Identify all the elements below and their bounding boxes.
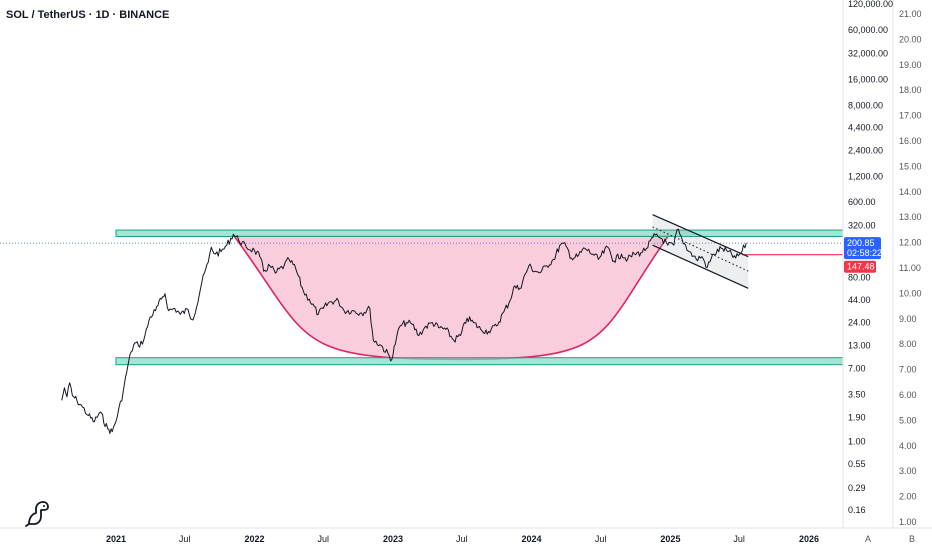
right-scale-axis[interactable]: 21.00 20.00 19.00 18.00 17.00 16.00 15.00 14.00…: [899, 9, 922, 527]
time-tick-label: 2021: [106, 534, 126, 544]
price-tick-label: 0.55: [848, 459, 866, 469]
time-tick-label: Jul: [179, 534, 191, 544]
time-tick-label: 2022: [245, 534, 265, 544]
right-scale-tick-label: 14.00: [899, 187, 922, 197]
price-tick-label: 32,000.00: [848, 48, 888, 58]
time-tick-label: Jul: [733, 534, 745, 544]
price-tick-label: 4,400.00: [848, 123, 883, 133]
time-tick-label: Jul: [317, 534, 329, 544]
right-scale-tick-label: 16.00: [899, 136, 922, 146]
cup-fill: [233, 234, 669, 360]
price-tick-label: 44.00: [848, 295, 871, 305]
price-tick-label: 1.00: [848, 437, 866, 447]
time-tick-label: 2024: [522, 534, 542, 544]
price-tick-label: 0.16: [848, 505, 866, 515]
right-scale-tick-label: 20.00: [899, 34, 922, 44]
price-tick-label: 3.50: [848, 390, 866, 400]
right-scale-tick-label: 3.00: [899, 466, 917, 476]
right-scale-tick-label: 2.00: [899, 492, 917, 502]
current-price-label: 200.85: [847, 238, 875, 248]
right-scale-tick-label: 5.00: [899, 415, 917, 425]
time-tick-label: 2025: [660, 534, 680, 544]
price-tick-label: 2,400.00: [848, 145, 883, 155]
right-scale-tick-label: 6.00: [899, 390, 917, 400]
right-scale-tick-label: 11.00: [899, 263, 921, 273]
time-tick-label: 2023: [383, 534, 403, 544]
price-tick-label: 120,000.00: [848, 0, 893, 9]
price-tick-label: 0.29: [848, 483, 866, 493]
price-line: [61, 228, 747, 434]
chart-title: SOL / TetherUS · 1D · BINANCE: [6, 9, 169, 21]
right-scale-tick-label: 4.00: [899, 441, 917, 451]
right-scale-tick-label: 17.00: [899, 111, 922, 121]
time-tick-label: 2026: [799, 534, 819, 544]
support-zone: [115, 357, 844, 366]
price-tick-label: 320.00: [848, 221, 876, 231]
price-tick-label: 13.00: [848, 341, 871, 351]
price-tick-label: 1,200.00: [848, 171, 883, 181]
right-scale-tick-label: 7.00: [899, 365, 917, 375]
time-tick-label: Jul: [456, 534, 468, 544]
price-tick-label: 60,000.00: [848, 25, 888, 35]
right-scale-tick-label: 10.00: [899, 288, 922, 298]
price-series-layer: [61, 228, 747, 434]
price-tick-label: 600.00: [848, 197, 876, 207]
right-scale-tick-label: 1.00: [899, 517, 917, 527]
stop-price-label: 147.48: [847, 262, 875, 272]
current-price-badge: [844, 237, 881, 260]
right-scale-tick-label: 19.00: [899, 60, 922, 70]
price-tick-label: 7.00: [848, 364, 866, 374]
right-scale-tick-label: 15.00: [899, 161, 922, 171]
price-tick-label: 1.90: [848, 413, 866, 423]
channel-mid-line: [652, 226, 749, 272]
price-tick-label: 8,000.00: [848, 100, 883, 110]
scale-button-a[interactable]: A: [865, 534, 871, 544]
right-scale-tick-label: 21.00: [899, 9, 922, 19]
price-tick-label: 24.00: [848, 318, 871, 328]
stop-price-badge: [844, 260, 876, 273]
right-scale-tick-label: 12.00: [899, 238, 922, 248]
right-scale-tick-label: 8.00: [899, 339, 917, 349]
channel-lower-line: [652, 244, 749, 289]
right-scale-tick-label: 9.00: [899, 314, 917, 324]
right-scale-tick-label: 18.00: [899, 85, 922, 95]
time-axis[interactable]: 2021 Jul 2022 Jul 2023 Jul 2024 Jul 2025 Jul 2026: [106, 534, 819, 544]
price-tick-label: 16,000.00: [848, 74, 888, 84]
channel-upper-line: [652, 214, 749, 258]
resistance-zone: [115, 229, 844, 237]
countdown-label: 02:58:22: [847, 248, 882, 258]
dinosaur-icon: [25, 501, 49, 527]
time-tick-label: Jul: [595, 534, 607, 544]
price-tick-label: 80.00: [848, 273, 871, 283]
scale-button-b[interactable]: B: [909, 534, 915, 544]
right-scale-tick-label: 13.00: [899, 212, 922, 222]
annotation-layer: [0, 214, 844, 366]
